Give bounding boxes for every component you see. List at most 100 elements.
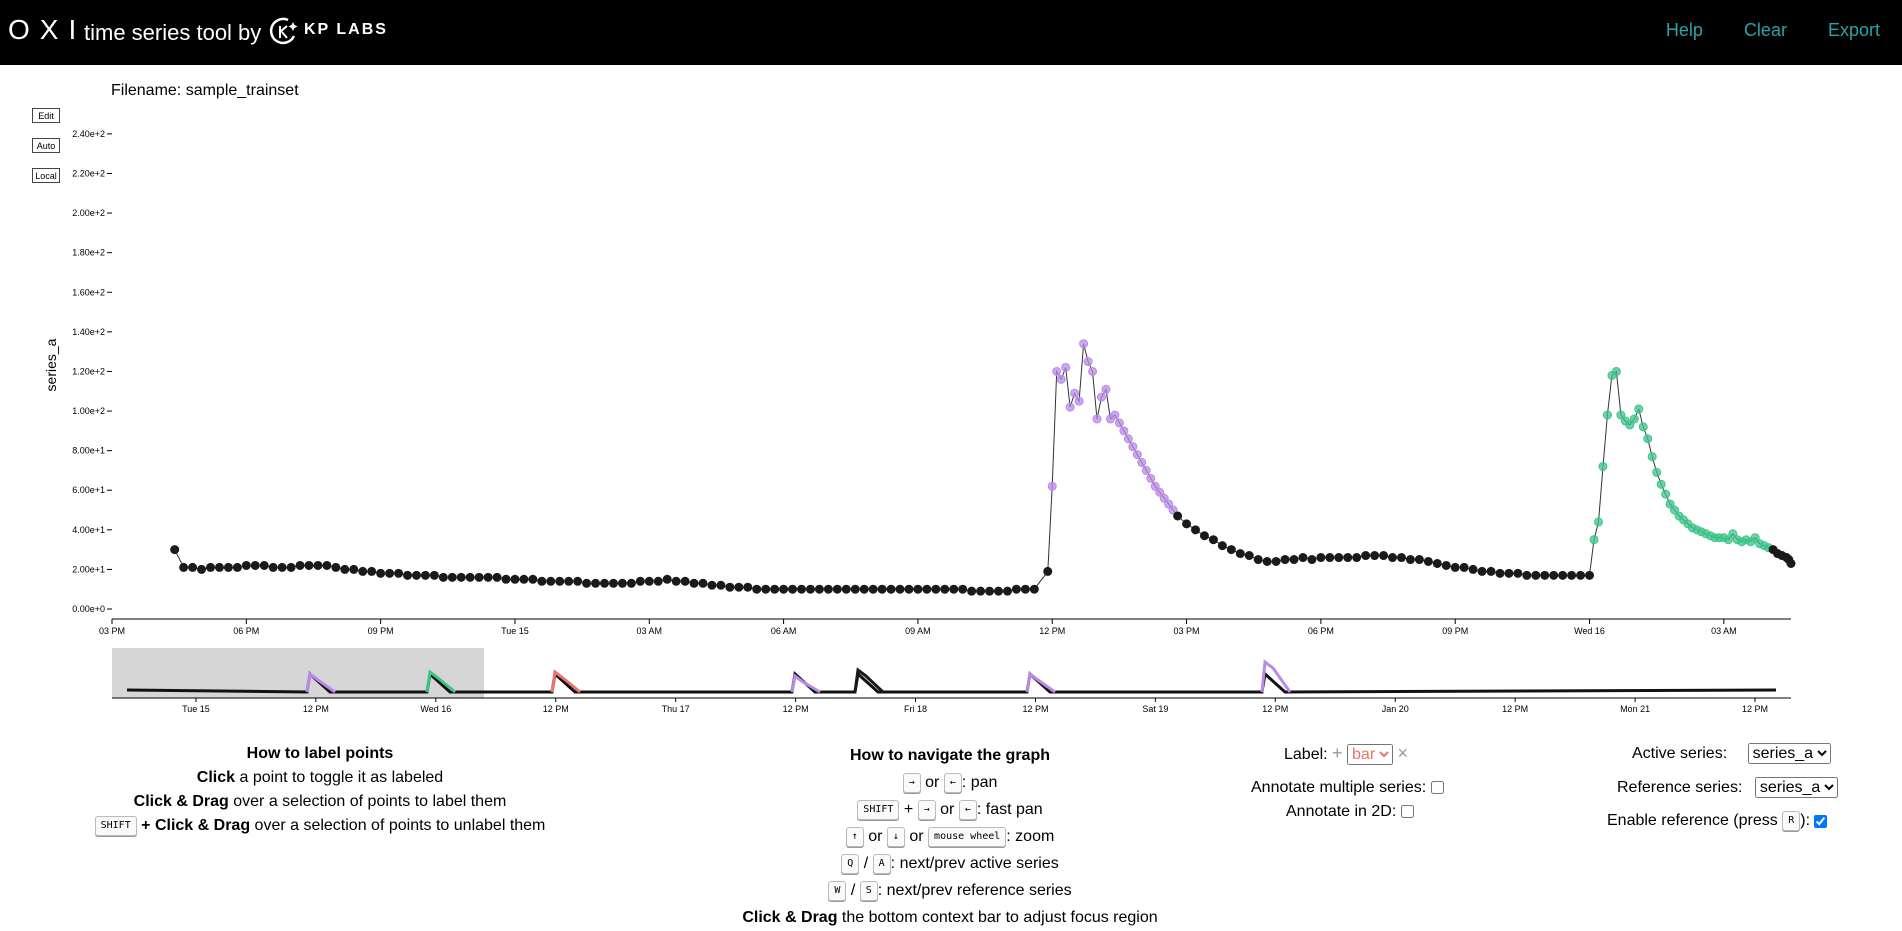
labeled-point[interactable] xyxy=(1110,410,1120,420)
data-point[interactable] xyxy=(1531,570,1541,580)
data-point[interactable] xyxy=(1020,584,1030,594)
data-point[interactable] xyxy=(555,576,565,586)
data-point[interactable] xyxy=(223,562,233,572)
add-label-icon[interactable]: + xyxy=(1332,743,1343,763)
data-point[interactable] xyxy=(331,562,341,572)
labeled-point[interactable] xyxy=(1132,450,1142,460)
data-point[interactable] xyxy=(725,582,735,592)
data-point[interactable] xyxy=(1477,566,1487,576)
data-point[interactable] xyxy=(1522,570,1532,580)
labeled-point[interactable] xyxy=(1643,434,1653,444)
labeled-point[interactable] xyxy=(1638,422,1648,432)
data-point[interactable] xyxy=(662,574,672,584)
data-point[interactable] xyxy=(1459,562,1469,572)
data-point[interactable] xyxy=(1495,568,1505,578)
labeled-point[interactable] xyxy=(1150,481,1160,491)
data-point[interactable] xyxy=(1468,564,1478,574)
labeled-point[interactable] xyxy=(1728,529,1738,539)
data-point[interactable] xyxy=(1307,555,1317,565)
data-point[interactable] xyxy=(1217,541,1227,551)
labeled-point[interactable] xyxy=(1083,357,1093,367)
data-point[interactable] xyxy=(967,586,977,596)
data-point[interactable] xyxy=(635,576,645,586)
data-point[interactable] xyxy=(698,578,708,588)
data-point[interactable] xyxy=(170,545,180,555)
data-point[interactable] xyxy=(358,566,368,576)
data-point[interactable] xyxy=(1244,551,1254,561)
data-point[interactable] xyxy=(877,584,887,594)
data-point[interactable] xyxy=(608,578,618,588)
labeled-point[interactable] xyxy=(1652,467,1662,477)
active-series-select[interactable]: series_a xyxy=(1747,743,1831,764)
data-point[interactable] xyxy=(277,562,287,572)
labeled-point[interactable] xyxy=(1750,533,1760,543)
labeled-point[interactable] xyxy=(1056,374,1066,384)
data-point[interactable] xyxy=(1235,549,1245,559)
labeled-point[interactable] xyxy=(1665,499,1675,509)
data-point[interactable] xyxy=(1043,566,1053,576)
data-point[interactable] xyxy=(680,576,690,586)
labeled-point[interactable] xyxy=(1088,366,1098,376)
labeled-point[interactable] xyxy=(1656,479,1666,489)
labeled-point[interactable] xyxy=(1723,535,1733,545)
data-point[interactable] xyxy=(1253,555,1263,565)
auto-button[interactable]: Auto xyxy=(32,138,60,153)
data-point[interactable] xyxy=(859,584,869,594)
labeled-point[interactable] xyxy=(1092,414,1102,424)
data-point[interactable] xyxy=(1262,556,1272,566)
labeled-point[interactable] xyxy=(1065,402,1075,412)
reference-series-select[interactable]: series_a xyxy=(1754,777,1838,798)
data-point[interactable] xyxy=(1199,531,1209,541)
data-point[interactable] xyxy=(519,574,529,584)
data-point[interactable] xyxy=(805,584,815,594)
labeled-point[interactable] xyxy=(1625,420,1635,430)
data-point[interactable] xyxy=(976,586,986,596)
data-point[interactable] xyxy=(250,560,260,570)
data-point[interactable] xyxy=(770,584,780,594)
data-point[interactable] xyxy=(367,566,377,576)
data-point[interactable] xyxy=(1289,555,1299,565)
data-point[interactable] xyxy=(313,560,323,570)
data-point[interactable] xyxy=(1513,568,1523,578)
data-point[interactable] xyxy=(1334,553,1344,563)
data-point[interactable] xyxy=(716,580,726,590)
labeled-point[interactable] xyxy=(1101,384,1111,394)
data-point[interactable] xyxy=(241,560,251,570)
data-point[interactable] xyxy=(850,584,860,594)
labeled-point[interactable] xyxy=(1155,487,1165,497)
data-point[interactable] xyxy=(1567,570,1577,580)
data-point[interactable] xyxy=(904,584,914,594)
data-point[interactable] xyxy=(582,578,592,588)
data-point[interactable] xyxy=(259,560,269,570)
data-point[interactable] xyxy=(617,578,627,588)
data-point[interactable] xyxy=(394,568,404,578)
local-button[interactable]: Local xyxy=(32,168,60,183)
data-point[interactable] xyxy=(931,584,941,594)
data-point[interactable] xyxy=(752,584,762,594)
data-point[interactable] xyxy=(501,574,511,584)
data-point[interactable] xyxy=(1011,584,1021,594)
data-point[interactable] xyxy=(295,560,305,570)
data-point[interactable] xyxy=(268,562,278,572)
data-point[interactable] xyxy=(1029,584,1039,594)
context-bar[interactable]: Tue 15 12 PM Wed 16 12 PM Thu 17 12 PM Fri 18 1… xyxy=(112,648,1791,714)
data-point[interactable] xyxy=(1585,570,1595,580)
data-point[interactable] xyxy=(179,562,189,572)
data-point[interactable] xyxy=(447,572,457,582)
export-link[interactable]: Export xyxy=(1827,20,1880,40)
data-point[interactable] xyxy=(1280,555,1290,565)
labeled-point[interactable] xyxy=(1119,426,1129,436)
data-point[interactable] xyxy=(707,580,717,590)
data-point[interactable] xyxy=(564,576,574,586)
labeled-point[interactable] xyxy=(1061,362,1071,372)
data-point[interactable] xyxy=(1208,535,1218,545)
data-point[interactable] xyxy=(188,562,198,572)
data-point[interactable] xyxy=(940,584,950,594)
data-point[interactable] xyxy=(456,572,466,582)
data-point[interactable] xyxy=(474,572,484,582)
data-point[interactable] xyxy=(492,572,502,582)
data-point[interactable] xyxy=(994,586,1004,596)
data-point[interactable] xyxy=(546,576,556,586)
labeled-point[interactable] xyxy=(1670,505,1680,515)
data-point[interactable] xyxy=(1379,551,1389,561)
